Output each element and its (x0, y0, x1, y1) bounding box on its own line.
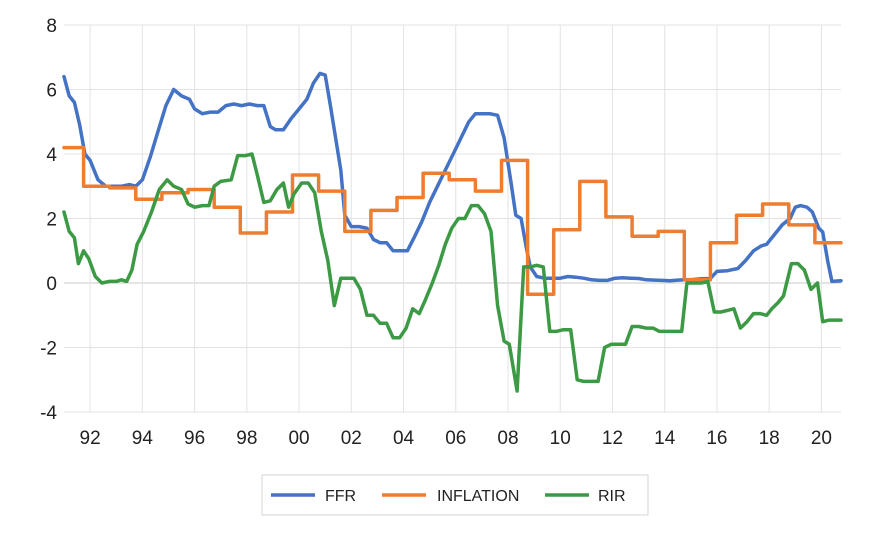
series-line-ffr (62, 71, 843, 284)
x-tick-label: 18 (759, 428, 780, 449)
legend-label-ffr: FFR (325, 488, 356, 505)
chart-legend: FFR INFLATION RIR (261, 474, 649, 516)
x-tick-label: 96 (184, 428, 205, 449)
y-tick-label: -2 (40, 339, 57, 360)
x-tick-label: 10 (550, 428, 571, 449)
x-tick-label: 94 (132, 428, 154, 449)
series-line-rir (62, 152, 843, 393)
y-tick-label: -4 (40, 403, 57, 424)
legend-label-rir: RIR (598, 488, 626, 505)
chart-series (62, 71, 843, 393)
x-tick-label: 92 (80, 428, 101, 449)
y-axis-tick-labels: 8 6 4 2 0 -2 -4 (40, 16, 57, 424)
y-tick-label: 4 (46, 145, 57, 166)
y-tick-label: 0 (46, 274, 57, 295)
x-tick-label: 00 (288, 428, 309, 449)
x-tick-label: 98 (236, 428, 257, 449)
x-tick-label: 14 (654, 428, 676, 449)
x-tick-label: 02 (341, 428, 362, 449)
x-tick-label: 12 (602, 428, 623, 449)
x-tick-label: 20 (811, 428, 832, 449)
y-tick-label: 6 (46, 81, 57, 102)
x-tick-label: 08 (497, 428, 518, 449)
x-tick-label: 06 (445, 428, 466, 449)
x-tick-label: 04 (393, 428, 415, 449)
x-axis-tick-labels: 92 94 96 98 00 02 04 06 08 10 12 14 16 18 20 (80, 428, 832, 449)
y-tick-label: 2 (46, 210, 57, 231)
legend-label-inflation: INFLATION (437, 488, 519, 505)
series-line-inflation (62, 145, 843, 297)
y-tick-label: 8 (46, 16, 57, 37)
x-tick-label: 16 (706, 428, 727, 449)
chart-grid (64, 24, 841, 413)
